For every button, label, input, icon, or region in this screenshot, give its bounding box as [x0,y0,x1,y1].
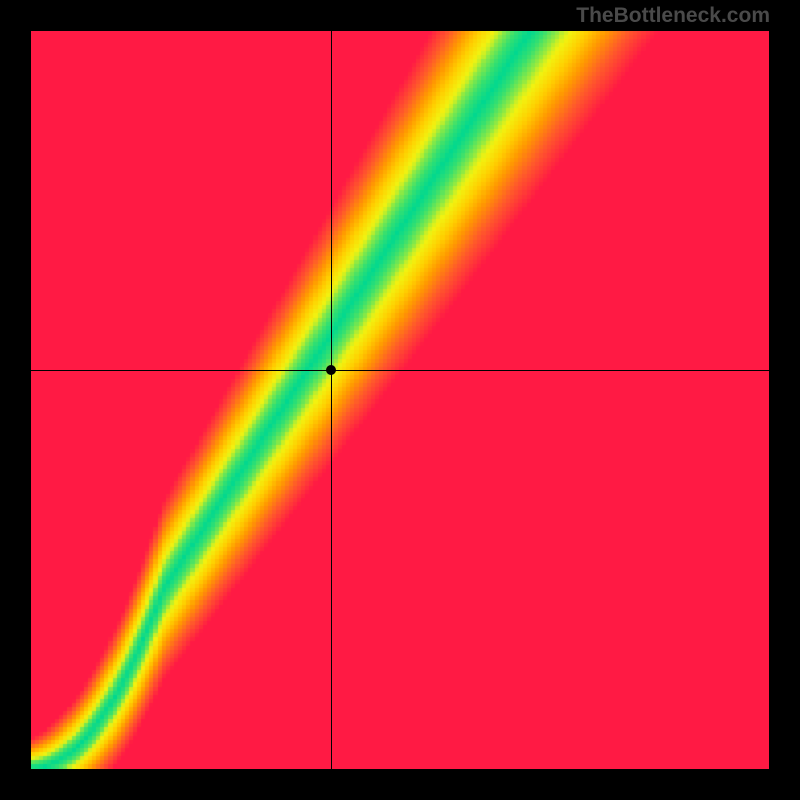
heatmap-frame [31,31,769,769]
heatmap-canvas [31,31,769,769]
crosshair-vertical [331,31,333,769]
page-root: TheBottleneck.com [0,0,800,800]
crosshair-horizontal [31,370,769,372]
watermark-text: TheBottleneck.com [576,4,770,28]
